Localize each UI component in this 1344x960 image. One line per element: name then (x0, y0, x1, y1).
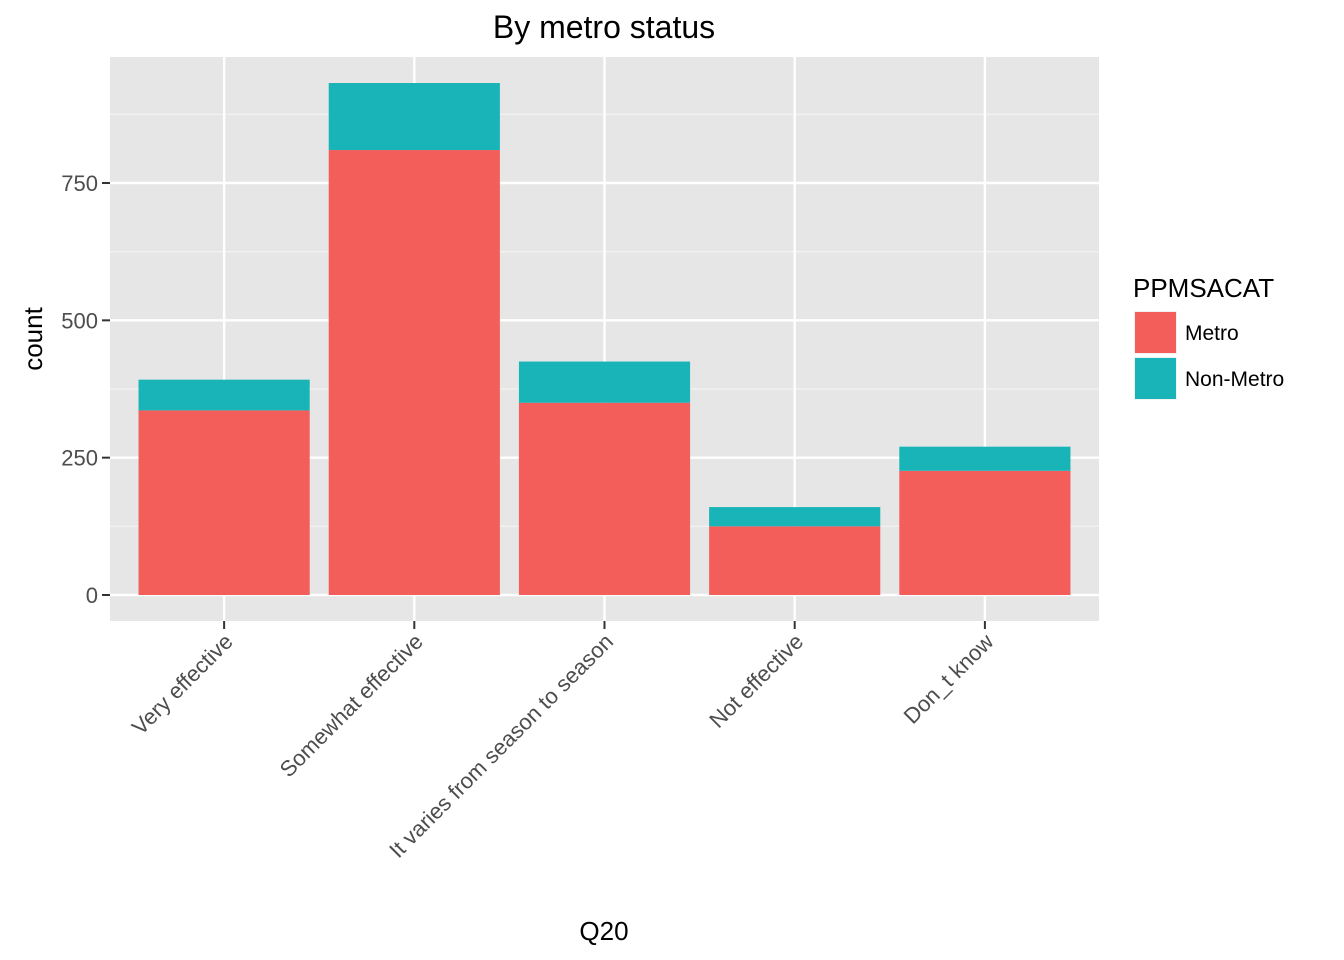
legend-label: Metro (1185, 322, 1239, 345)
bar-metro (328, 150, 500, 596)
bar-metro (899, 470, 1071, 595)
y-tick-label: 250 (61, 446, 98, 471)
bar-non-metro (328, 83, 500, 151)
bar-metro (138, 410, 310, 595)
bar-non-metro (518, 361, 691, 403)
y-tick-label: 750 (61, 171, 98, 196)
bar-metro (709, 526, 881, 595)
bar-non-metro (709, 507, 881, 527)
legend-swatch (1135, 312, 1176, 353)
x-tick-label: It varies from season to season (384, 629, 618, 863)
chart-title: By metro status (493, 9, 715, 45)
y-tick-label: 500 (61, 308, 98, 333)
bar-non-metro (899, 446, 1071, 471)
bars (138, 83, 1071, 596)
x-tick-label: Somewhat effective (275, 629, 428, 782)
legend: PPMSACAT Metro Non-Metro (1133, 273, 1284, 400)
legend-title: PPMSACAT (1133, 273, 1274, 303)
x-tick-label: Very effective (127, 629, 238, 740)
x-tick-label: Don_t know (899, 629, 999, 729)
legend-swatch (1135, 358, 1176, 399)
bar-non-metro (138, 379, 310, 411)
y-tick-label: 0 (86, 583, 98, 608)
x-axis-title: Q20 (579, 916, 628, 946)
bar-metro (518, 402, 691, 595)
x-tick-label: Not effective (704, 629, 808, 733)
y-axis: 0 250 500 750 (61, 171, 110, 608)
legend-label: Non-Metro (1185, 368, 1284, 391)
y-axis-title: count (18, 306, 48, 370)
